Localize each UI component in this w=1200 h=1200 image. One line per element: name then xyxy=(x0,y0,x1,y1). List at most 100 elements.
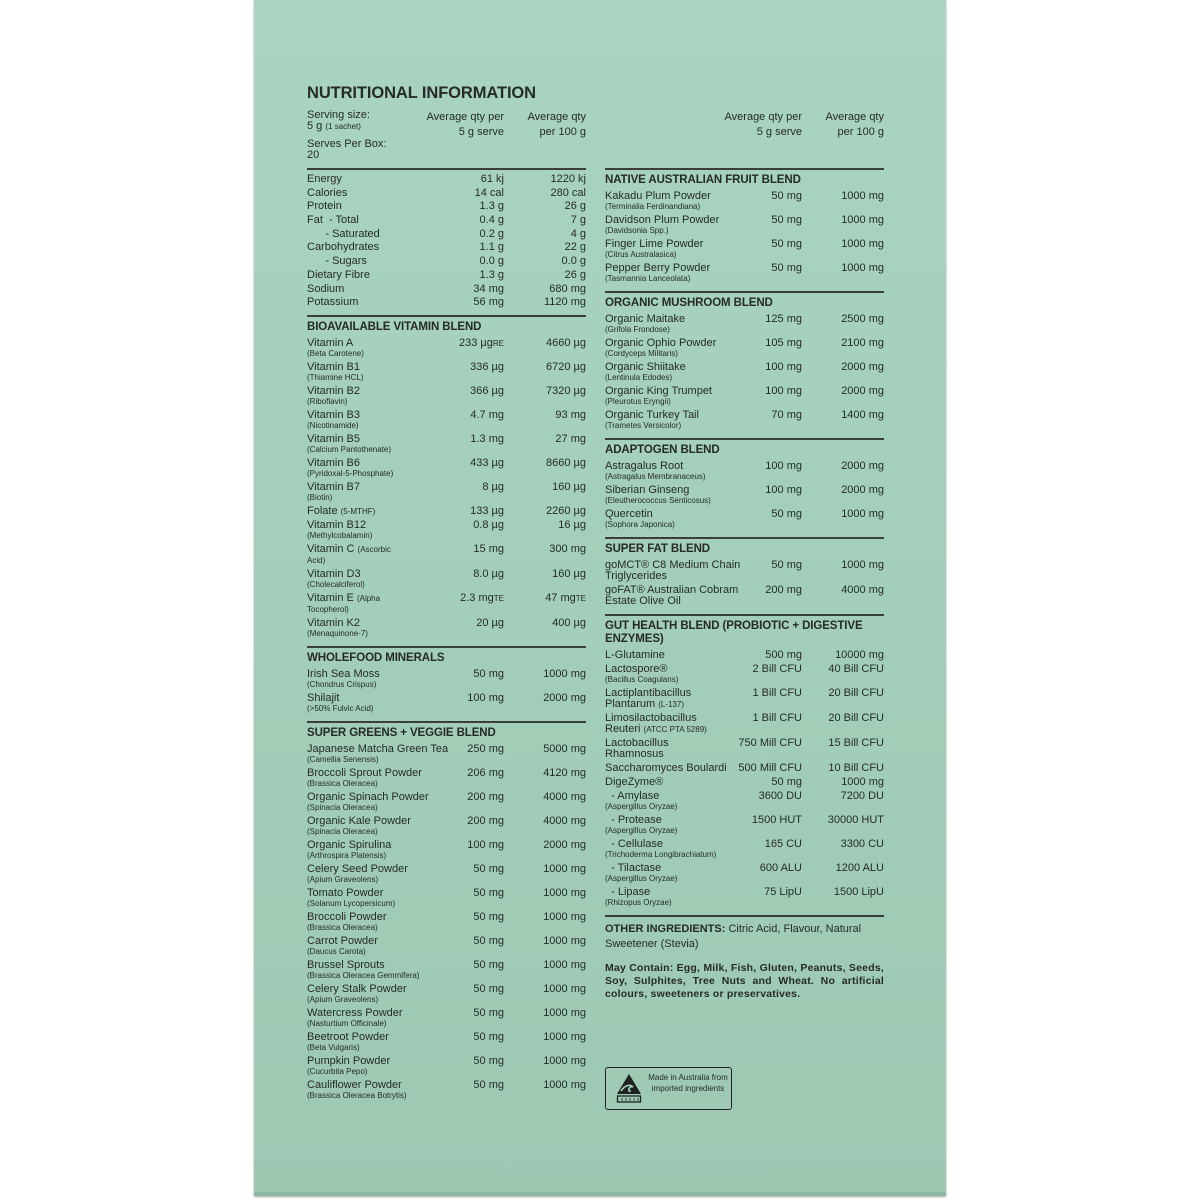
value-per-100g: 15 Bill CFU xyxy=(828,738,884,749)
nutrient-source: (Pyridoxal-5-Phosphate) xyxy=(307,468,394,478)
table-row: goFAT® Australian Cobram Estate Olive Oi… xyxy=(605,585,884,607)
nutrient-name: Broccoli Powder xyxy=(307,910,387,923)
table-row: Vitamin B1 (Thiamine HCL) 336 µg 6720 µg xyxy=(307,361,586,383)
made-in-australia-text: Made in Australia from imported ingredie… xyxy=(648,1073,728,1093)
row-name: - Saturated xyxy=(307,228,507,240)
section-adapt: ADAPTOGEN BLEND Astragalus Root (Astragalu… xyxy=(605,438,884,537)
table-row: Watercress Powder (Nasturtium Officinale)… xyxy=(307,1007,586,1029)
nutrient-name: Japanese Matcha Green Tea xyxy=(307,742,449,755)
value-per-serve: 20 µg xyxy=(476,617,504,629)
table-row: - Cellulase (Trichoderma Longibrachiatum)… xyxy=(605,839,884,860)
row-name: Lactiplantibacillus Plantarum (L-137) xyxy=(605,688,727,710)
value-per-100g: 5000 mg xyxy=(543,743,586,755)
value: 1000 mg xyxy=(543,862,586,875)
row-name: Celery Stalk Powder (Apium Graveolens) xyxy=(307,982,457,1005)
row-name: Vitamin B12 (Methylcobalamin) xyxy=(307,519,403,541)
row-name: Shilajit (>50% Fulvic Acid) xyxy=(307,692,507,714)
nutrient-name: DigeZyme® xyxy=(605,776,664,788)
row-name: Finger Lime Powder (Citrus Australasica) xyxy=(605,239,805,260)
allergen-statement: May Contain: Egg, Milk, Fish, Gluten, Pe… xyxy=(605,962,884,1000)
nutrient-source: (Grifola Frondose) xyxy=(605,325,670,334)
value-per-serve: 50 mg xyxy=(473,959,504,971)
row-name: Irish Sea Moss (Chondrus Crispus) xyxy=(307,668,507,690)
table-row: Limosilactobacillus Reuteri (ATCC PTA 52… xyxy=(605,713,884,735)
value-per-serve: 50 mg xyxy=(473,1030,504,1043)
serving-size-value: 5 g xyxy=(307,120,323,132)
row-name: Kakadu Plum Powder (Terminalia Ferdinandi… xyxy=(605,191,805,212)
value-per-100g: 3300 CU xyxy=(841,839,884,850)
nutrient-source: (Aspergillus Oryzae) xyxy=(605,826,678,835)
nutrient-name: Potassium xyxy=(307,296,359,309)
nutrient-source: (Nicotinamide) xyxy=(307,420,359,430)
value-per-serve: 433 µg xyxy=(470,456,504,469)
row-name: - Tilactase (Aspergillus Oryzae) xyxy=(605,863,727,884)
nutrient-name: Calories xyxy=(307,186,348,199)
value-per-serve: 0.4 g xyxy=(480,215,504,226)
nutrient-name: Celery Stalk Powder xyxy=(307,982,407,995)
made-in-australia-badge: Made in Australia from imported ingredie… xyxy=(605,1067,732,1110)
row-name: Organic King Trumpet (Pleurotus Eryngii) xyxy=(605,386,805,407)
nutrient-name: Pepper Berry Powder xyxy=(605,262,711,274)
value: 165 CU xyxy=(764,838,802,850)
nutrient-name: Energy xyxy=(307,173,342,185)
row-name: Tomato Powder (Solanum Lycopersicum) xyxy=(307,887,457,909)
serves-per-box: Serves Per Box: 20 xyxy=(307,138,387,161)
table-row: Vitamin B3 (Nicotinamide) 4.7 mg 93 mg xyxy=(307,408,586,431)
value: 366 µg xyxy=(470,384,504,397)
left-column: NUTRITIONAL INFORMATION Serving size: 5 … xyxy=(307,84,586,1108)
nutrient-source: (Trametes Versicolor) xyxy=(605,421,682,430)
row-name: - Lipase (Rhizopus Oryzae) xyxy=(605,887,727,908)
row-name: Quercetin (Sophora Japonica) xyxy=(605,509,805,530)
table-row: - Sugars 0.0 g 0.0 g xyxy=(307,256,586,267)
table-row: Vitamin A (Beta Carotene) 233 µgRE 4660 µg xyxy=(307,337,586,359)
value-per-100g: 47 mgTE xyxy=(545,592,586,604)
nutrient-source: (Tasmannia Lanceolata) xyxy=(605,274,691,283)
nutrient-name: Vitamin B6 xyxy=(307,456,360,469)
table-row: Astragalus Root (Astragalus Membranaceus)… xyxy=(605,461,884,482)
value: 1000 mg xyxy=(841,190,884,202)
nutrient-name: Organic Shiitake xyxy=(605,361,686,373)
column-header-per-serve: Average qty per 5 g serve xyxy=(426,111,504,138)
value: 1500 LipU xyxy=(833,886,884,898)
value: 1120 mg xyxy=(544,296,586,309)
value: 1000 mg xyxy=(543,934,586,947)
row-name: Vitamin D3 (Cholecalciferol) xyxy=(307,568,403,590)
nutrient-name: Saccharomyces Boulardi xyxy=(605,762,727,774)
value: 2260 µg xyxy=(546,504,586,517)
value: 206 mg xyxy=(467,766,504,779)
table-row: Vitamin E (Alpha Tocopherol) 2.3 mgTE 47 m… xyxy=(307,592,586,615)
value: 50 mg xyxy=(473,1054,504,1067)
value: 50 mg xyxy=(473,1030,504,1043)
row-name: - Protease (Aspergillus Oryzae) xyxy=(605,815,727,836)
value-per-100g: 30000 HUT xyxy=(828,815,884,826)
unit-suffix: TE xyxy=(493,593,504,603)
row-name: Organic Shiitake (Lentinula Edodes) xyxy=(605,362,805,383)
value-per-serve: 200 mg xyxy=(467,791,504,803)
table-row: Lactospore® (Bacillus Coagulans) 2 Bill CF… xyxy=(605,664,884,685)
value: 4000 mg xyxy=(543,814,586,827)
row-name: Broccoli Powder (Brassica Oleracea) xyxy=(307,910,457,933)
value-per-100g: 6720 µg xyxy=(546,361,586,373)
nutrient-source: (Spinacia Oleracea) xyxy=(307,826,378,836)
value: 50 mg xyxy=(771,238,802,250)
value: 15 Bill CFU xyxy=(828,737,884,749)
value: 2000 mg xyxy=(543,691,586,704)
value-per-100g: 26 g xyxy=(565,201,586,212)
value: 433 µg xyxy=(470,456,504,469)
table-row: Organic Spinach Powder (Spinacia Oleracea… xyxy=(307,791,586,813)
value: 1200 ALU xyxy=(835,862,884,874)
table-row: Cauliflower Powder (Brassica Oleracea Bot… xyxy=(307,1079,586,1101)
value-per-100g: 160 µg xyxy=(552,481,586,493)
serving-size-label: Serving size: xyxy=(307,109,370,121)
table-row: goMCT® C8 Medium Chain Triglycerides 50 m… xyxy=(605,560,884,582)
nutrient-source: (Rhizopus Oryzae) xyxy=(605,898,672,907)
table-row: Organic Ophio Powder (Cordyceps Militaris… xyxy=(605,338,884,359)
value-per-serve: 200 mg xyxy=(765,585,802,596)
value-per-100g: 1000 mg xyxy=(543,862,586,875)
value-per-serve: 600 ALU xyxy=(760,863,802,874)
nutrient-source: (Nasturtium Officinale) xyxy=(307,1018,387,1028)
value: 4 g xyxy=(570,227,586,240)
value: 93 mg xyxy=(555,408,586,421)
value-per-100g: 10000 mg xyxy=(835,650,884,661)
value-per-serve: 3600 DU xyxy=(759,791,802,802)
